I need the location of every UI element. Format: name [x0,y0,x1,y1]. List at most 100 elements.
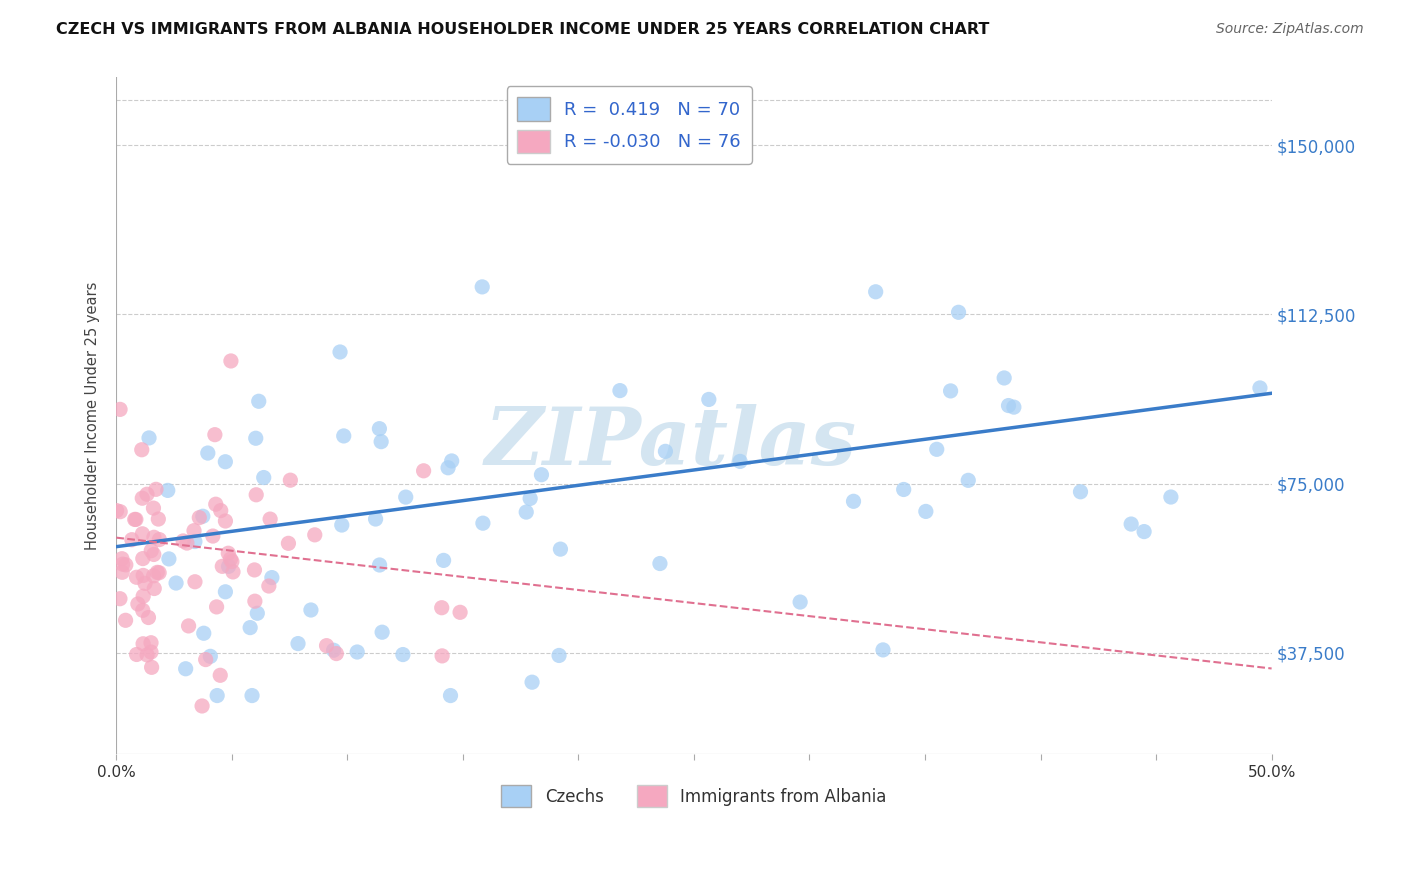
Point [259,512,281,526]
Point [148,533,170,547]
Point [520,675,543,690]
Point [993,371,1015,385]
Point [156,483,179,498]
Point [193,626,215,640]
Point [530,467,553,482]
Point [222,565,245,579]
Point [148,512,170,526]
Point [136,487,159,501]
Point [121,533,143,547]
Point [217,546,239,560]
Point [243,594,266,608]
Point [183,524,205,538]
Point [957,473,980,487]
Point [914,504,936,518]
Point [1069,484,1091,499]
Point [609,384,631,398]
Point [246,607,269,621]
Point [1160,490,1182,504]
Point [893,483,915,497]
Point [124,512,146,526]
Point [132,568,155,582]
Point [245,431,267,445]
Text: Source: ZipAtlas.com: Source: ZipAtlas.com [1216,22,1364,37]
Point [1133,524,1156,539]
Point [243,563,266,577]
Legend: Czechs, Immigrants from Albania: Czechs, Immigrants from Albania [495,779,893,814]
Point [371,625,394,640]
Point [191,698,214,713]
Point [139,636,162,650]
Point [948,305,970,319]
Point [648,557,671,571]
Point [114,558,136,572]
Point [141,543,163,558]
Point [412,464,434,478]
Point [205,599,228,614]
Point [925,442,948,457]
Point [432,553,454,567]
Point [132,551,155,566]
Y-axis label: Householder Income Under 25 years: Householder Income Under 25 years [86,282,100,550]
Point [143,582,166,596]
Point [191,509,214,524]
Point [142,548,165,562]
Point [368,558,391,572]
Point [219,552,242,566]
Point [204,497,226,511]
Point [138,431,160,445]
Point [125,648,148,662]
Point [105,503,128,517]
Point [370,434,392,449]
Point [471,516,494,531]
Point [287,637,309,651]
Point [1002,400,1025,414]
Point [142,530,165,544]
Point [194,652,217,666]
Text: CZECH VS IMMIGRANTS FROM ALBANIA HOUSEHOLDER INCOME UNDER 25 YEARS CORRELATION C: CZECH VS IMMIGRANTS FROM ALBANIA HOUSEHO… [56,22,990,37]
Point [138,610,160,624]
Point [247,394,270,409]
Point [205,689,228,703]
Point [214,514,236,528]
Point [127,597,149,611]
Point [322,643,344,657]
Point [111,557,134,571]
Point [280,473,302,487]
Point [125,570,148,584]
Point [519,491,541,506]
Point [142,501,165,516]
Point [108,591,131,606]
Point [449,605,471,619]
Point [172,533,194,548]
Point [132,589,155,603]
Point [131,491,153,506]
Point [872,643,894,657]
Point [184,574,207,589]
Point [211,559,233,574]
Point [697,392,720,407]
Point [329,345,352,359]
Point [188,510,211,524]
Point [257,579,280,593]
Point [201,529,224,543]
Point [108,402,131,417]
Point [131,442,153,457]
Point [197,446,219,460]
Point [332,429,354,443]
Point [277,536,299,550]
Point [304,528,326,542]
Point [939,384,962,398]
Point [330,518,353,533]
Point [654,444,676,458]
Point [218,559,240,574]
Point [209,503,232,517]
Point [430,600,453,615]
Point [157,552,180,566]
Point [108,505,131,519]
Point [392,648,415,662]
Point [111,551,134,566]
Point [142,569,165,583]
Point [214,455,236,469]
Point [165,576,187,591]
